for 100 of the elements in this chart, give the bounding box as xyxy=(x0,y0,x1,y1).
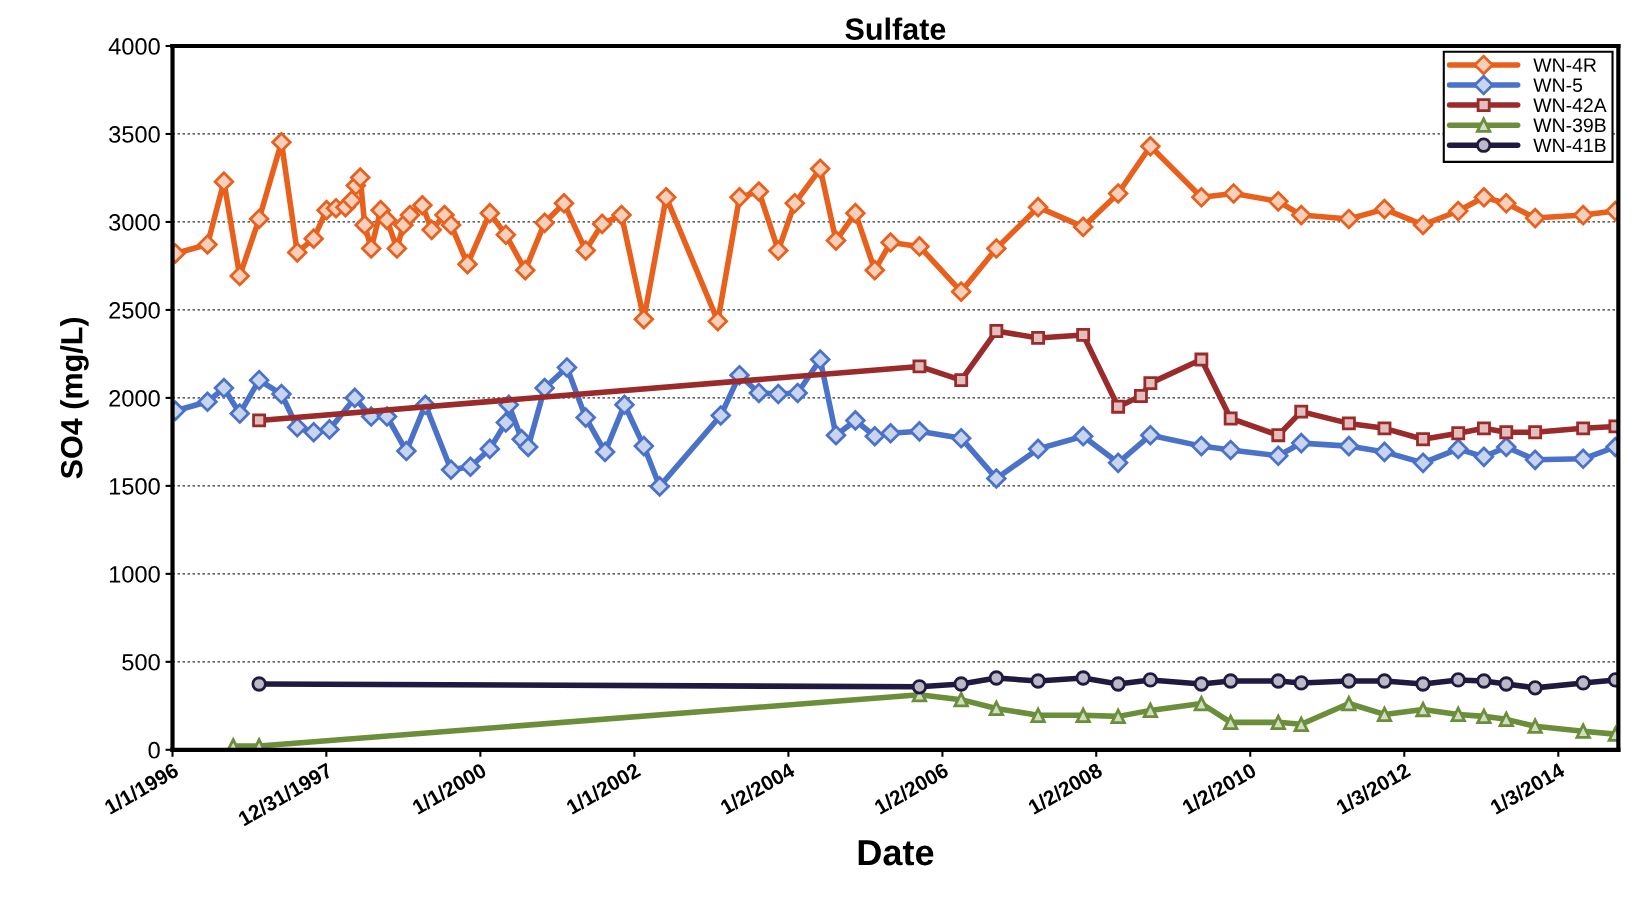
point xyxy=(271,383,292,405)
point xyxy=(988,700,1004,717)
point xyxy=(248,369,270,391)
point xyxy=(1194,352,1209,367)
point xyxy=(909,421,930,442)
point xyxy=(251,676,267,692)
point xyxy=(1496,436,1517,458)
y-tick-label: 1000 xyxy=(109,565,160,583)
point xyxy=(1075,707,1091,723)
point xyxy=(460,456,481,477)
point xyxy=(1377,421,1392,436)
x-axis-title: Date xyxy=(858,840,934,866)
point xyxy=(1110,708,1126,725)
chart-title: Sulfate xyxy=(845,17,946,40)
point xyxy=(1415,676,1431,692)
point xyxy=(845,410,866,431)
y-tick-label: 2500 xyxy=(109,301,160,319)
point xyxy=(1498,676,1514,692)
point xyxy=(1476,708,1492,725)
legend-label: WN-41B xyxy=(1533,138,1606,153)
legend-label: WN-42A xyxy=(1533,98,1607,112)
point xyxy=(1027,438,1049,460)
point xyxy=(1450,672,1466,688)
point xyxy=(1294,404,1309,419)
point xyxy=(1075,670,1091,686)
point xyxy=(768,383,789,405)
point xyxy=(1268,445,1289,467)
y-tick-label: 500 xyxy=(122,653,160,671)
point xyxy=(880,423,901,444)
point xyxy=(988,670,1004,686)
legend-label: WN-5 xyxy=(1533,78,1583,93)
point xyxy=(303,421,324,443)
point xyxy=(229,403,250,424)
point xyxy=(953,676,969,692)
point xyxy=(1140,424,1161,446)
point xyxy=(1338,435,1360,457)
y-tick-label: 4000 xyxy=(108,38,160,55)
point xyxy=(1415,701,1431,718)
point xyxy=(787,382,808,404)
point xyxy=(1193,676,1210,692)
point xyxy=(1572,448,1594,470)
point xyxy=(989,324,1004,338)
point xyxy=(575,407,596,428)
point xyxy=(1133,389,1148,403)
point xyxy=(1498,711,1514,727)
point xyxy=(1220,439,1241,461)
point xyxy=(614,394,635,415)
point xyxy=(440,459,462,480)
point xyxy=(809,349,831,370)
point xyxy=(1223,673,1239,689)
point xyxy=(556,357,578,378)
point xyxy=(1193,695,1210,712)
point xyxy=(1143,376,1158,391)
point xyxy=(633,435,655,457)
point xyxy=(950,427,972,449)
point xyxy=(1030,673,1046,689)
point xyxy=(1142,702,1159,719)
point xyxy=(1142,672,1159,688)
point xyxy=(517,436,539,458)
y-tick-label: 2000 xyxy=(109,389,160,407)
point xyxy=(1528,425,1543,440)
point xyxy=(594,441,616,463)
point xyxy=(1527,718,1543,734)
point xyxy=(1576,421,1591,436)
point xyxy=(1499,425,1514,440)
point xyxy=(710,405,731,426)
point xyxy=(1476,421,1491,436)
point xyxy=(495,412,517,433)
point xyxy=(954,373,969,388)
point xyxy=(197,391,218,412)
point xyxy=(1111,399,1126,414)
point xyxy=(1270,673,1286,689)
point xyxy=(1030,707,1046,723)
point xyxy=(1223,411,1238,426)
point xyxy=(1223,714,1239,730)
point xyxy=(825,424,847,446)
point xyxy=(912,359,927,374)
point xyxy=(1031,330,1046,345)
point xyxy=(1447,438,1469,460)
point xyxy=(1291,432,1312,454)
point xyxy=(649,476,670,497)
point xyxy=(213,377,235,399)
point xyxy=(953,692,969,708)
point xyxy=(1110,676,1126,692)
y-tick-label: 1500 xyxy=(109,477,160,495)
point xyxy=(1107,452,1129,474)
point xyxy=(1376,706,1393,723)
point xyxy=(1270,714,1286,730)
point xyxy=(1575,675,1591,691)
point xyxy=(748,382,770,404)
point xyxy=(479,438,501,460)
point xyxy=(1293,675,1309,691)
point xyxy=(1341,673,1357,689)
point xyxy=(986,468,1007,489)
point xyxy=(1412,452,1434,474)
point xyxy=(1416,432,1430,447)
point xyxy=(1191,435,1212,457)
point xyxy=(1473,446,1495,468)
point xyxy=(1376,673,1393,689)
point xyxy=(1476,673,1492,689)
